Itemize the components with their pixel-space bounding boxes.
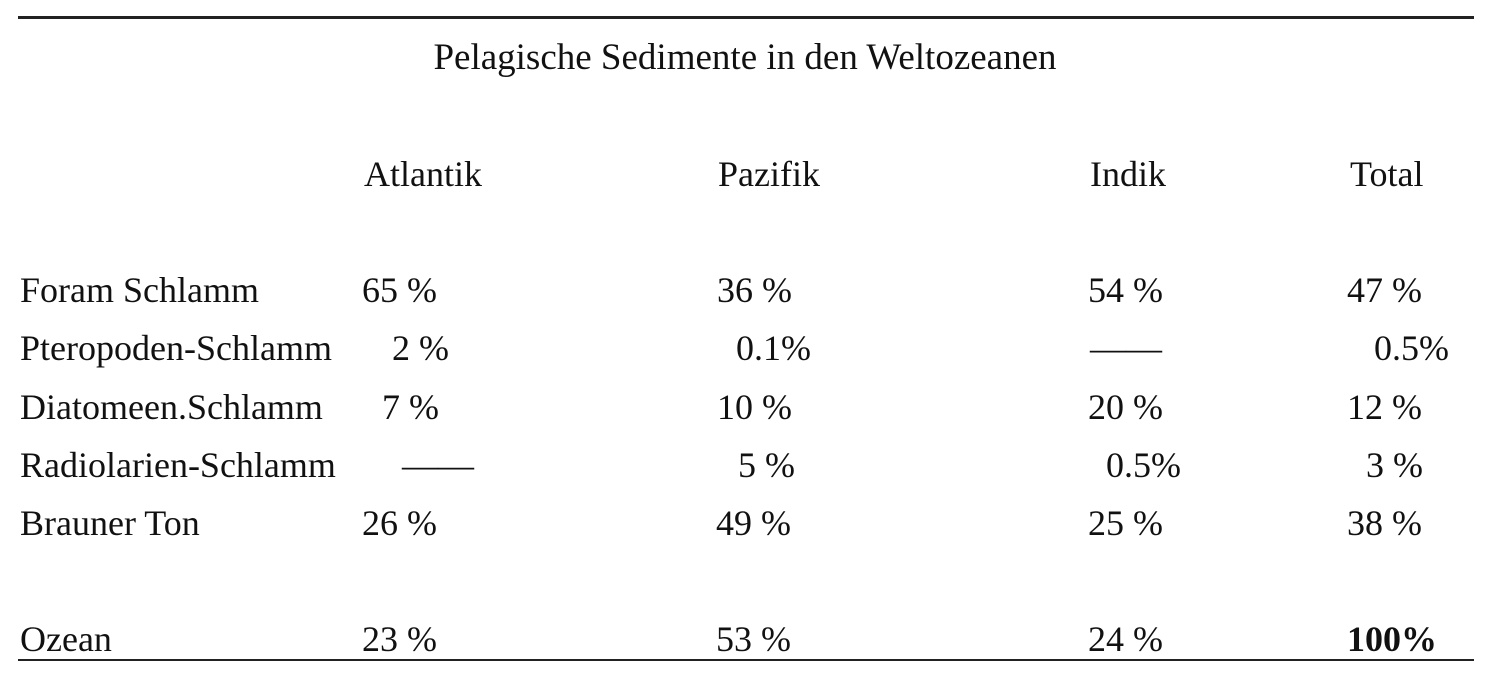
cell-ozean-total: 100%	[1347, 619, 1437, 659]
cell-pteropoden-pazifik: 0.1%	[736, 328, 811, 368]
cell-ozean-indik: 24 %	[1088, 619, 1163, 659]
cell-radiolarien-indik: 0.5%	[1106, 445, 1181, 485]
cell-brauner-atlantik: 26 %	[362, 503, 437, 543]
cell-brauner-pazifik: 49 %	[716, 503, 791, 543]
cell-ozean-pazifik: 53 %	[716, 619, 791, 659]
bottom-rule	[18, 659, 1474, 661]
cell-ozean-atlantik: 23 %	[362, 619, 437, 659]
column-header-pazifik: Pazifik	[718, 154, 820, 194]
cell-radiolarien-atlantik: ——	[402, 445, 474, 485]
cell-diatomeen-total: 12 %	[1347, 387, 1422, 427]
row-label-brauner-ton: Brauner Ton	[20, 503, 200, 543]
row-label-radiolarien-schlamm: Radiolarien-Schlamm	[20, 445, 336, 485]
cell-pteropoden-atlantik: 2 %	[392, 328, 449, 368]
cell-radiolarien-pazifik: 5 %	[738, 445, 795, 485]
cell-pteropoden-total: 0.5%	[1374, 328, 1449, 368]
row-label-diatomeen-schlamm: Diatomeen.Schlamm	[20, 387, 323, 427]
top-rule	[18, 16, 1474, 19]
cell-foram-total: 47 %	[1347, 270, 1422, 310]
cell-brauner-total: 38 %	[1347, 503, 1422, 543]
cell-diatomeen-pazifik: 10 %	[717, 387, 792, 427]
cell-diatomeen-atlantik: 7 %	[382, 387, 439, 427]
cell-brauner-indik: 25 %	[1088, 503, 1163, 543]
cell-foram-indik: 54 %	[1088, 270, 1163, 310]
table-title: Pelagische Sedimente in den Weltozeanen	[0, 36, 1490, 80]
cell-diatomeen-indik: 20 %	[1088, 387, 1163, 427]
row-label-ozean: Ozean	[20, 619, 112, 659]
column-header-total: Total	[1350, 154, 1423, 194]
cell-radiolarien-total: 3 %	[1366, 445, 1423, 485]
row-label-pteropoden-schlamm: Pteropoden-Schlamm	[20, 328, 332, 368]
cell-foram-atlantik: 65 %	[362, 270, 437, 310]
row-label-foram-schlamm: Foram Schlamm	[20, 270, 259, 310]
column-header-atlantik: Atlantik	[364, 154, 482, 194]
column-header-indik: Indik	[1090, 154, 1166, 194]
cell-foram-pazifik: 36 %	[717, 270, 792, 310]
cell-pteropoden-indik: ——	[1090, 328, 1162, 368]
